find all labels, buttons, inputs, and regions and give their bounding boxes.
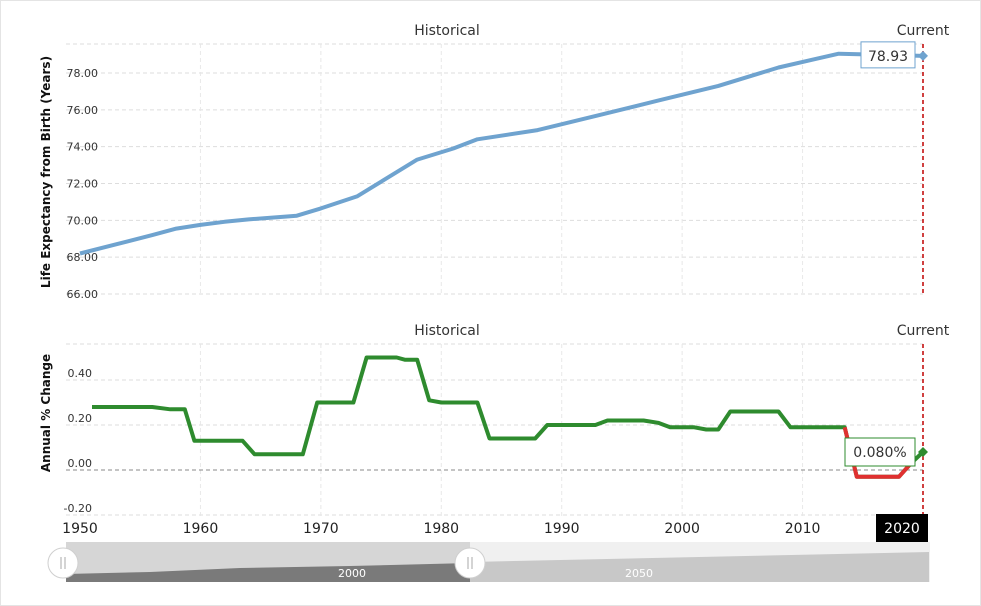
navigator-area-unselected [470,552,929,582]
x-tick-label: 1960 [183,521,219,537]
navigator-left-handle[interactable] [47,547,79,579]
top-current-header: Current [897,23,950,39]
navigator-label-2000: 2000 [338,567,366,580]
bottom-current-value-label: 0.080% [844,437,928,467]
top-current-value-text: 78.93 [868,49,908,65]
x-tick-label: 1980 [423,521,459,537]
x-tick-label: 1950 [62,521,98,537]
x-tick-label: 1990 [544,521,580,537]
annual-change-line [92,355,925,479]
bottom-y-ticks: -0.20 0.00 0.20 0.40 [64,367,92,515]
bottom-y-tick-label: 0.00 [68,457,93,470]
bottom-current-header: Current [897,323,950,339]
current-year-label: 2020 [884,521,920,537]
top-historical-header: Historical [414,23,480,39]
bottom-y-tick-label: 0.20 [68,412,93,425]
range-navigator[interactable]: 2000 2050 [47,542,930,582]
bottom-y-tick-label: -0.20 [64,502,92,515]
top-y-tick-label: 68.00 [67,251,99,264]
top-y-tick-label: 76.00 [67,104,99,117]
bottom-grid [66,343,923,518]
top-y-tick-label: 72.00 [67,178,99,191]
life-expectancy-line [79,51,924,256]
navigator-area-selected [66,563,470,582]
top-y-axis-label: Life Expectancy from Birth (Years) [39,56,53,288]
bottom-historical-header: Historical [414,323,480,339]
top-current-value-label: 78.93 [860,41,928,69]
top-current-point [918,50,928,61]
current-year-box: 2020 [876,514,928,542]
x-axis-ticks: 1950 1960 1970 1980 1990 2000 2010 [62,521,820,537]
top-y-tick-label: 74.00 [67,141,99,154]
top-grid [66,43,923,296]
top-y-tick-label: 70.00 [67,214,99,227]
top-y-tick-label: 78.00 [67,67,99,80]
x-tick-label: 2000 [664,521,700,537]
bottom-y-tick-label: 0.40 [68,367,93,380]
top-y-tick-label: 66.00 [67,288,99,301]
x-tick-label: 2010 [785,521,821,537]
bottom-y-axis-label: Annual % Change [39,354,53,472]
navigator-label-2050: 2050 [625,567,653,580]
bottom-current-point [918,447,928,457]
navigator-right-handle[interactable] [454,547,486,579]
top-y-ticks: 66.00 68.00 70.00 72.00 74.00 76.00 78.00 [67,67,99,301]
x-tick-label: 1970 [303,521,339,537]
bottom-current-value-text: 0.080% [853,445,906,461]
